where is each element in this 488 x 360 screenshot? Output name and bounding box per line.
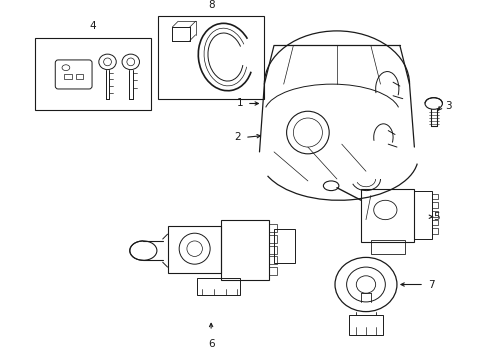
Bar	[273, 229, 295, 263]
Text: 6: 6	[207, 339, 214, 349]
Bar	[158, 16, 264, 99]
Bar	[35, 38, 151, 110]
Bar	[76, 75, 83, 79]
Bar	[64, 75, 72, 79]
Bar	[268, 267, 276, 275]
Bar	[431, 211, 437, 217]
Bar	[431, 220, 437, 225]
Bar	[370, 240, 404, 253]
Bar	[431, 228, 437, 234]
Text: 2: 2	[234, 132, 241, 142]
Bar	[361, 189, 413, 242]
Text: 3: 3	[445, 102, 451, 111]
Bar	[431, 194, 437, 199]
Text: 8: 8	[207, 0, 214, 10]
Text: 1: 1	[236, 99, 243, 108]
Bar	[431, 202, 437, 208]
Bar	[167, 226, 221, 273]
Bar	[348, 315, 383, 335]
Bar	[413, 190, 431, 239]
Bar	[268, 235, 276, 243]
Bar	[268, 256, 276, 264]
Text: 5: 5	[432, 212, 439, 222]
Text: 4: 4	[89, 21, 96, 31]
Text: 7: 7	[427, 279, 434, 289]
Bar	[221, 220, 268, 280]
Bar	[268, 225, 276, 232]
Bar	[268, 246, 276, 253]
Bar	[196, 278, 240, 295]
